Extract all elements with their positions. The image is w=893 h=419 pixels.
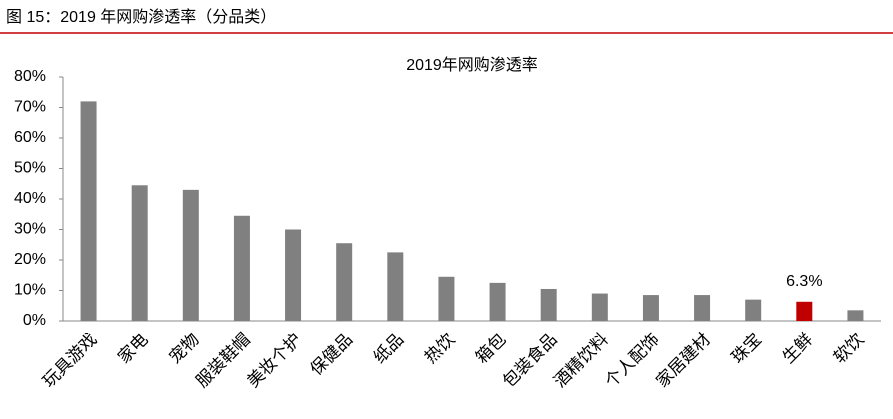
- bar: [591, 293, 608, 321]
- x-tick-label: 酒精饮料: [550, 330, 612, 392]
- y-tick-label: 0%: [23, 312, 46, 329]
- x-tick-label: 热饮: [421, 330, 458, 367]
- y-tick-label: 40%: [14, 190, 46, 207]
- x-tick-label: 美妆个护: [244, 330, 306, 392]
- bar: [336, 243, 353, 321]
- bar: [182, 189, 199, 321]
- y-tick-label: 20%: [14, 251, 46, 268]
- y-tick-label: 30%: [14, 221, 46, 238]
- bar: [694, 295, 711, 321]
- x-tick-label: 软饮: [830, 330, 867, 367]
- x-tick-label: 珠宝: [728, 330, 765, 367]
- x-tick-label: 个人配饰: [601, 330, 663, 392]
- bar: [233, 215, 250, 321]
- bar: [438, 276, 455, 321]
- data-label: 6.3%: [786, 273, 822, 290]
- y-tick-label: 80%: [14, 68, 46, 85]
- bar: [489, 282, 506, 321]
- bar: [642, 295, 659, 321]
- y-tick-label: 10%: [14, 282, 46, 299]
- y-tick-label: 60%: [14, 129, 46, 146]
- bar: [847, 310, 864, 321]
- x-tick-label: 宠物: [165, 330, 202, 367]
- bar: [745, 299, 762, 321]
- x-tick-label: 箱包: [472, 330, 509, 367]
- x-tick-label: 包装食品: [499, 330, 561, 392]
- x-tick-label: 玩具游戏: [39, 330, 101, 392]
- x-tick-label: 保健品: [307, 330, 356, 379]
- x-tick-label: 生鲜: [779, 330, 816, 367]
- bar: [540, 288, 557, 321]
- y-tick-label: 70%: [14, 99, 46, 116]
- figure-caption: 图 15：2019 年网购渗透率（分品类）: [6, 8, 276, 26]
- bar: [285, 229, 302, 321]
- x-tick-label: 纸品: [370, 330, 407, 367]
- bar: [131, 185, 148, 321]
- y-tick-label: 50%: [14, 160, 46, 177]
- x-tick-label: 家居建材: [653, 330, 715, 392]
- bar: [387, 252, 404, 321]
- bar: [80, 101, 97, 322]
- chart-title: 2019年网购渗透率: [406, 56, 538, 74]
- x-tick-label: 服装鞋帽: [192, 330, 254, 392]
- x-tick-label: 家电: [114, 330, 151, 367]
- bar: [796, 301, 813, 321]
